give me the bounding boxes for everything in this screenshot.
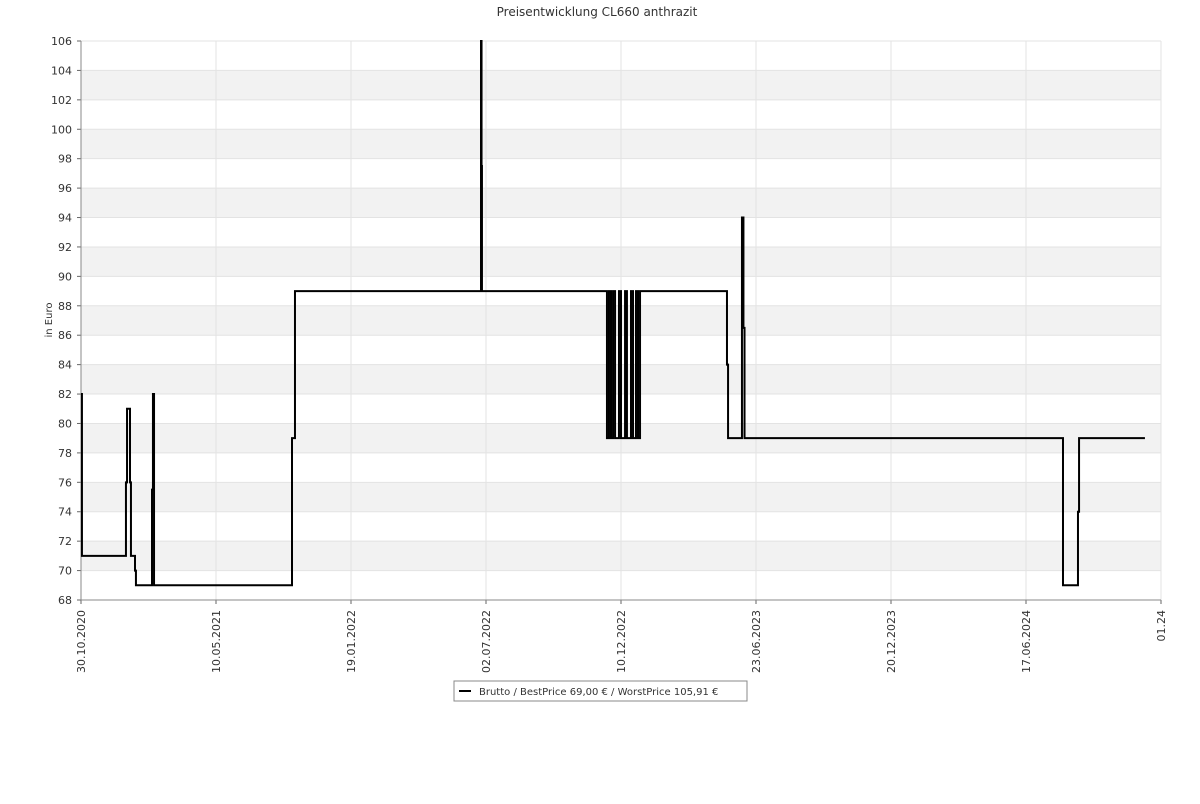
legend-box <box>453 680 748 702</box>
y-tick-label: 72 <box>58 535 72 548</box>
x-tick-label: 10.12.2022 <box>615 610 628 673</box>
y-tick-label: 80 <box>58 417 72 430</box>
y-tick-label: 76 <box>58 476 72 489</box>
y-tick-label: 94 <box>58 212 72 225</box>
x-tick-label: 17.06.2024 <box>1020 610 1033 673</box>
y-tick-label: 90 <box>58 270 72 283</box>
price-line <box>80 40 1145 587</box>
x-tick-label: 20.12.2023 <box>885 610 898 673</box>
y-tick-label: 86 <box>58 329 72 342</box>
y-tick-label: 88 <box>58 300 72 313</box>
legend-label: Brutto / BestPrice 69,00 € / WorstPrice … <box>479 687 718 698</box>
x-tick-label: 10.05.2021 <box>210 610 223 673</box>
y-tick-label: 98 <box>58 153 72 166</box>
x-tick-label: 02.07.2022 <box>480 610 493 673</box>
y-tick-label: 100 <box>51 123 72 136</box>
x-tick-label: 01.24 <box>1155 610 1168 642</box>
x-tick-label: 19.01.2022 <box>345 610 358 673</box>
y-axis-label: in Euro <box>44 303 55 338</box>
y-tick-label: 84 <box>58 359 72 372</box>
chart-title: Preisentwicklung CL660 anthrazit <box>497 5 698 19</box>
x-tick-label: 30.10.2020 <box>75 610 88 673</box>
y-tick-label: 82 <box>58 388 72 401</box>
y-tick-label: 106 <box>51 35 72 48</box>
y-tick-label: 70 <box>58 565 72 578</box>
x-tick-label: 23.06.2023 <box>750 610 763 673</box>
y-tick-label: 104 <box>51 64 72 77</box>
y-tick-label: 96 <box>58 182 72 195</box>
y-tick-label: 78 <box>58 447 72 460</box>
y-tick-label: 92 <box>58 241 72 254</box>
y-tick-label: 102 <box>51 94 72 107</box>
y-tick-label: 74 <box>58 506 72 519</box>
y-tick-label: 68 <box>58 594 72 607</box>
